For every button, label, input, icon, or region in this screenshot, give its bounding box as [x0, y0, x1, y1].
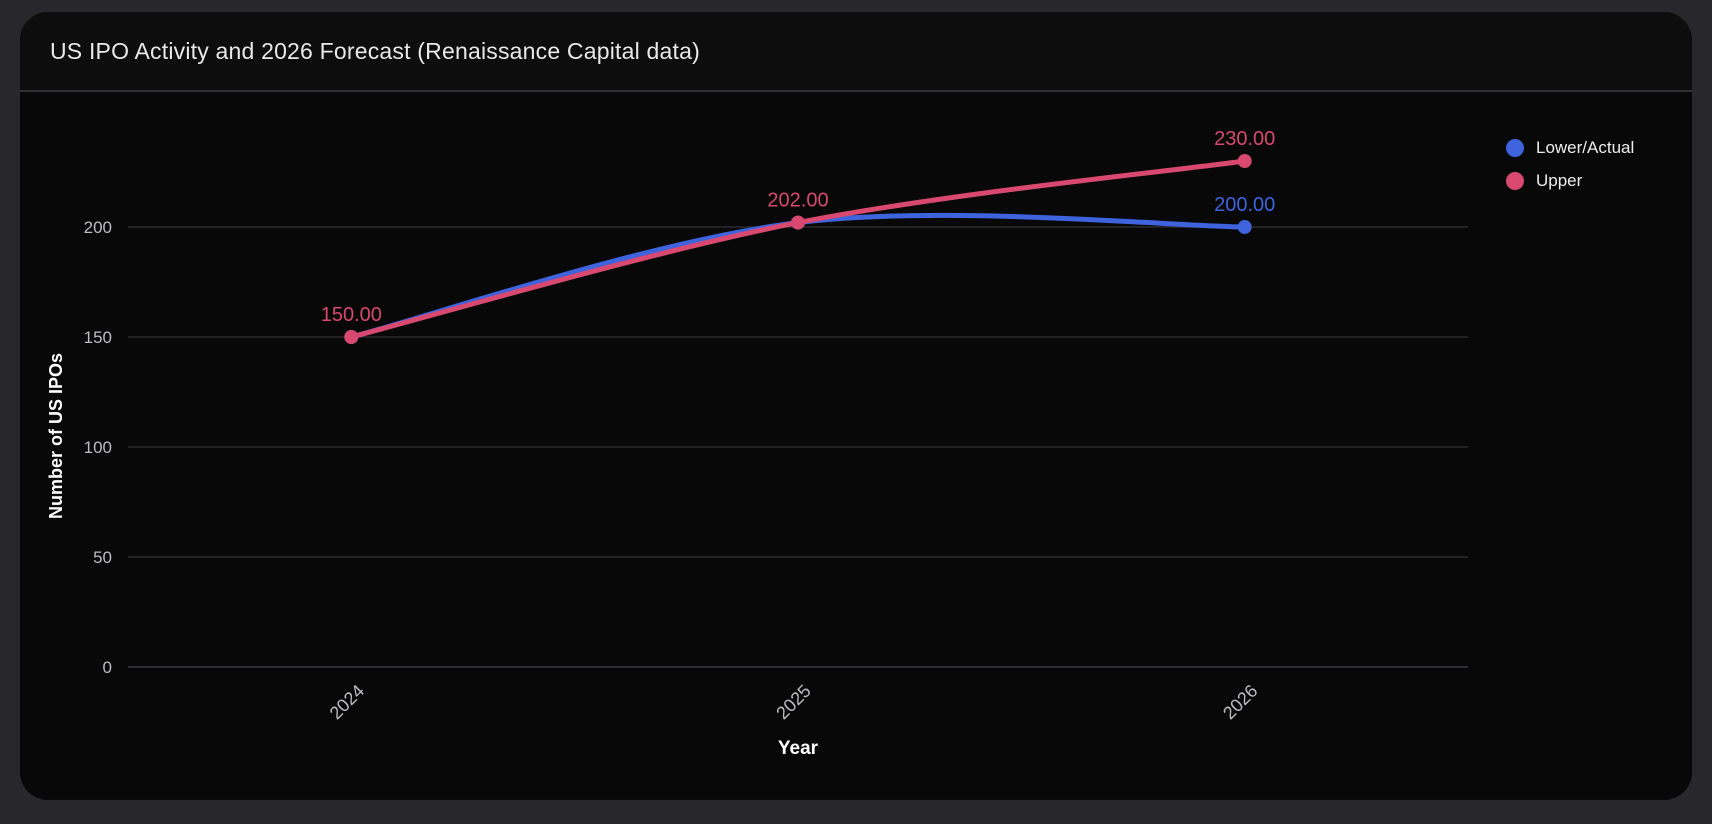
y-tick-label: 50 [93, 548, 112, 567]
legend-label: Upper [1536, 171, 1583, 190]
y-tick-label: 150 [84, 328, 112, 347]
chart-title: US IPO Activity and 2026 Forecast (Renai… [50, 37, 700, 64]
chart-area: 0 50 100 150 200 2024 2025 2026 Year Number of US… [20, 92, 1692, 798]
x-tick-label: 2025 [772, 681, 814, 723]
data-point-upper-2024 [344, 330, 359, 344]
data-label-lower-actual-2026: 200.00 [1214, 194, 1275, 216]
series-path-upper [348, 158, 1248, 340]
data-label-upper-2024: 150.00 [321, 304, 382, 326]
y-axis-title: Number of US IPOs [46, 353, 66, 519]
x-axis-title: Year [778, 738, 819, 759]
x-tick-label: 2024 [326, 681, 368, 723]
data-label-upper-2026: 230.00 [1214, 128, 1275, 150]
x-tick-label: 2026 [1219, 681, 1261, 723]
line-chart: 0 50 100 150 200 2024 2025 2026 Year Number of US… [46, 128, 1468, 759]
y-tick-label: 200 [84, 218, 112, 237]
y-tick-label: 0 [103, 658, 112, 677]
data-point-upper-2025 [791, 215, 805, 230]
data-point-lower-actual-2026 [1237, 220, 1252, 234]
chart-legend: Lower/Actual Upper [1506, 138, 1634, 191]
legend-swatch-icon [1506, 172, 1524, 190]
chart-card: US IPO Activity and 2026 Forecast (Renai… [20, 12, 1692, 800]
legend-item-upper[interactable]: Upper [1506, 171, 1634, 191]
series-path-lower-actual [348, 212, 1248, 340]
data-point-upper-2026 [1237, 154, 1252, 168]
legend-item-lower-actual[interactable]: Lower/Actual [1506, 138, 1634, 158]
data-label-upper-2025: 202.00 [767, 190, 828, 212]
legend-label: Lower/Actual [1536, 138, 1635, 157]
legend-swatch-icon [1506, 139, 1524, 157]
chart-header: US IPO Activity and 2026 Forecast (Renai… [20, 12, 1692, 92]
y-tick-label: 100 [84, 438, 112, 457]
